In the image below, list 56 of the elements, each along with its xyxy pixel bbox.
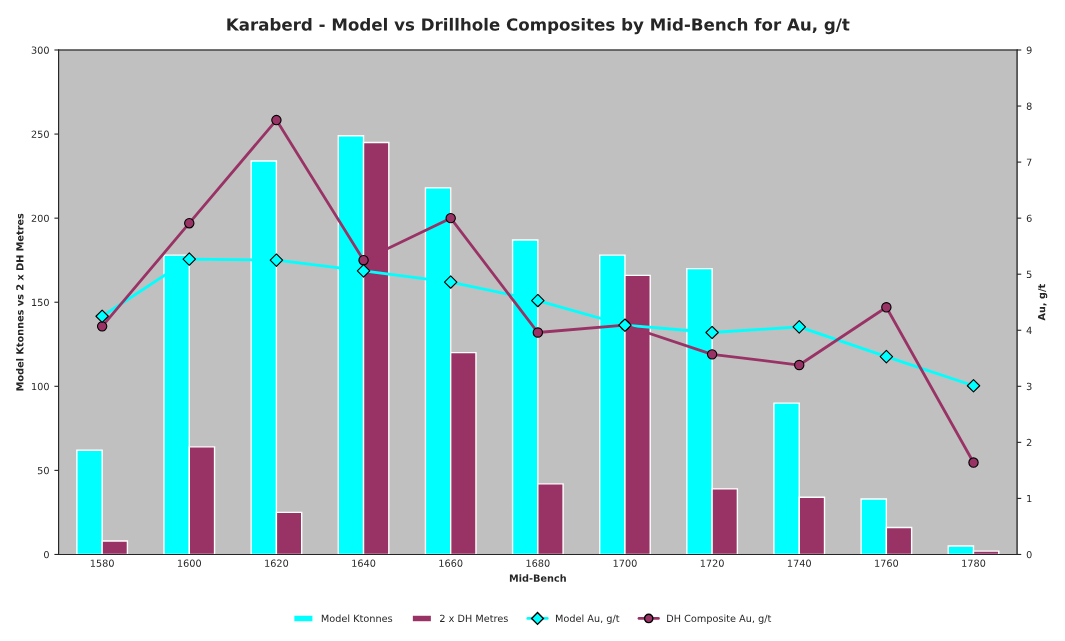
point (792, 320, 807, 334)
point (95, 309, 109, 324)
y-tick-label: 250 (31, 130, 49, 138)
x-tick-label: 1580 (90, 559, 114, 567)
point (96, 321, 108, 332)
point (794, 359, 805, 371)
y2-tick-label: 7 (1026, 158, 1032, 166)
x-tick-label: 1760 (875, 559, 899, 567)
point (968, 457, 979, 468)
y-tick-label: 50 (37, 466, 49, 475)
y2-tick-label: 8 (1026, 102, 1032, 110)
legend-label: Model Au, g/t (555, 614, 620, 624)
x-tick-label: 1620 (265, 559, 289, 567)
point (269, 253, 284, 267)
y2-tick-label: 5 (1026, 270, 1032, 279)
point (445, 212, 456, 224)
y2-tick-label: 1 (1027, 495, 1032, 503)
point (531, 293, 545, 308)
y2-axis-title: Au, g/t (1038, 284, 1048, 321)
chart-title: Karaberd - Model vs Drillhole Composites by Mid-Bench for Au, g/t (227, 17, 850, 35)
y2-tick-label: 2 (1026, 438, 1032, 447)
x-tick-label: 1660 (439, 559, 463, 567)
point (356, 264, 371, 278)
y-tick-label: 200 (31, 214, 49, 222)
y-tick-label: 150 (32, 298, 49, 307)
x-tick-label: 1740 (787, 559, 811, 567)
y2-tick-label: 9 (1026, 46, 1032, 54)
point (358, 254, 369, 266)
point (184, 217, 195, 229)
y-tick-label: 300 (31, 46, 49, 54)
x-tick-label: 1720 (700, 559, 724, 567)
x-tick-label: 1640 (352, 559, 376, 567)
point (706, 349, 718, 360)
legend-label: Model Ktonnes (321, 614, 393, 623)
point (532, 327, 544, 338)
y-tick-label: 0 (44, 550, 49, 559)
y2-tick-label: 0 (1026, 550, 1032, 559)
y-tick-label: 100 (32, 382, 49, 391)
x-tick-label: 1700 (613, 559, 637, 567)
x-tick-label: 1680 (526, 559, 550, 567)
point (881, 302, 892, 313)
point (271, 114, 282, 126)
x-axis-title: Mid-Bench (509, 574, 566, 582)
x-tick-label: 1780 (962, 559, 986, 567)
legend-label: DH Composite Au, g/t (667, 614, 772, 624)
x-tick-label: 1600 (177, 559, 201, 567)
point (443, 275, 458, 289)
y2-tick-label: 3 (1026, 382, 1032, 391)
point (879, 349, 894, 364)
y2-tick-label: 4 (1026, 326, 1032, 334)
point (705, 325, 719, 340)
legend-label: 2 x DH Metres (440, 614, 508, 623)
y-axis-title: Model Ktonnes vs 2 x DH Metres (16, 213, 24, 391)
point (182, 252, 197, 266)
y2-tick-label: 6 (1026, 214, 1032, 222)
point (966, 378, 981, 393)
